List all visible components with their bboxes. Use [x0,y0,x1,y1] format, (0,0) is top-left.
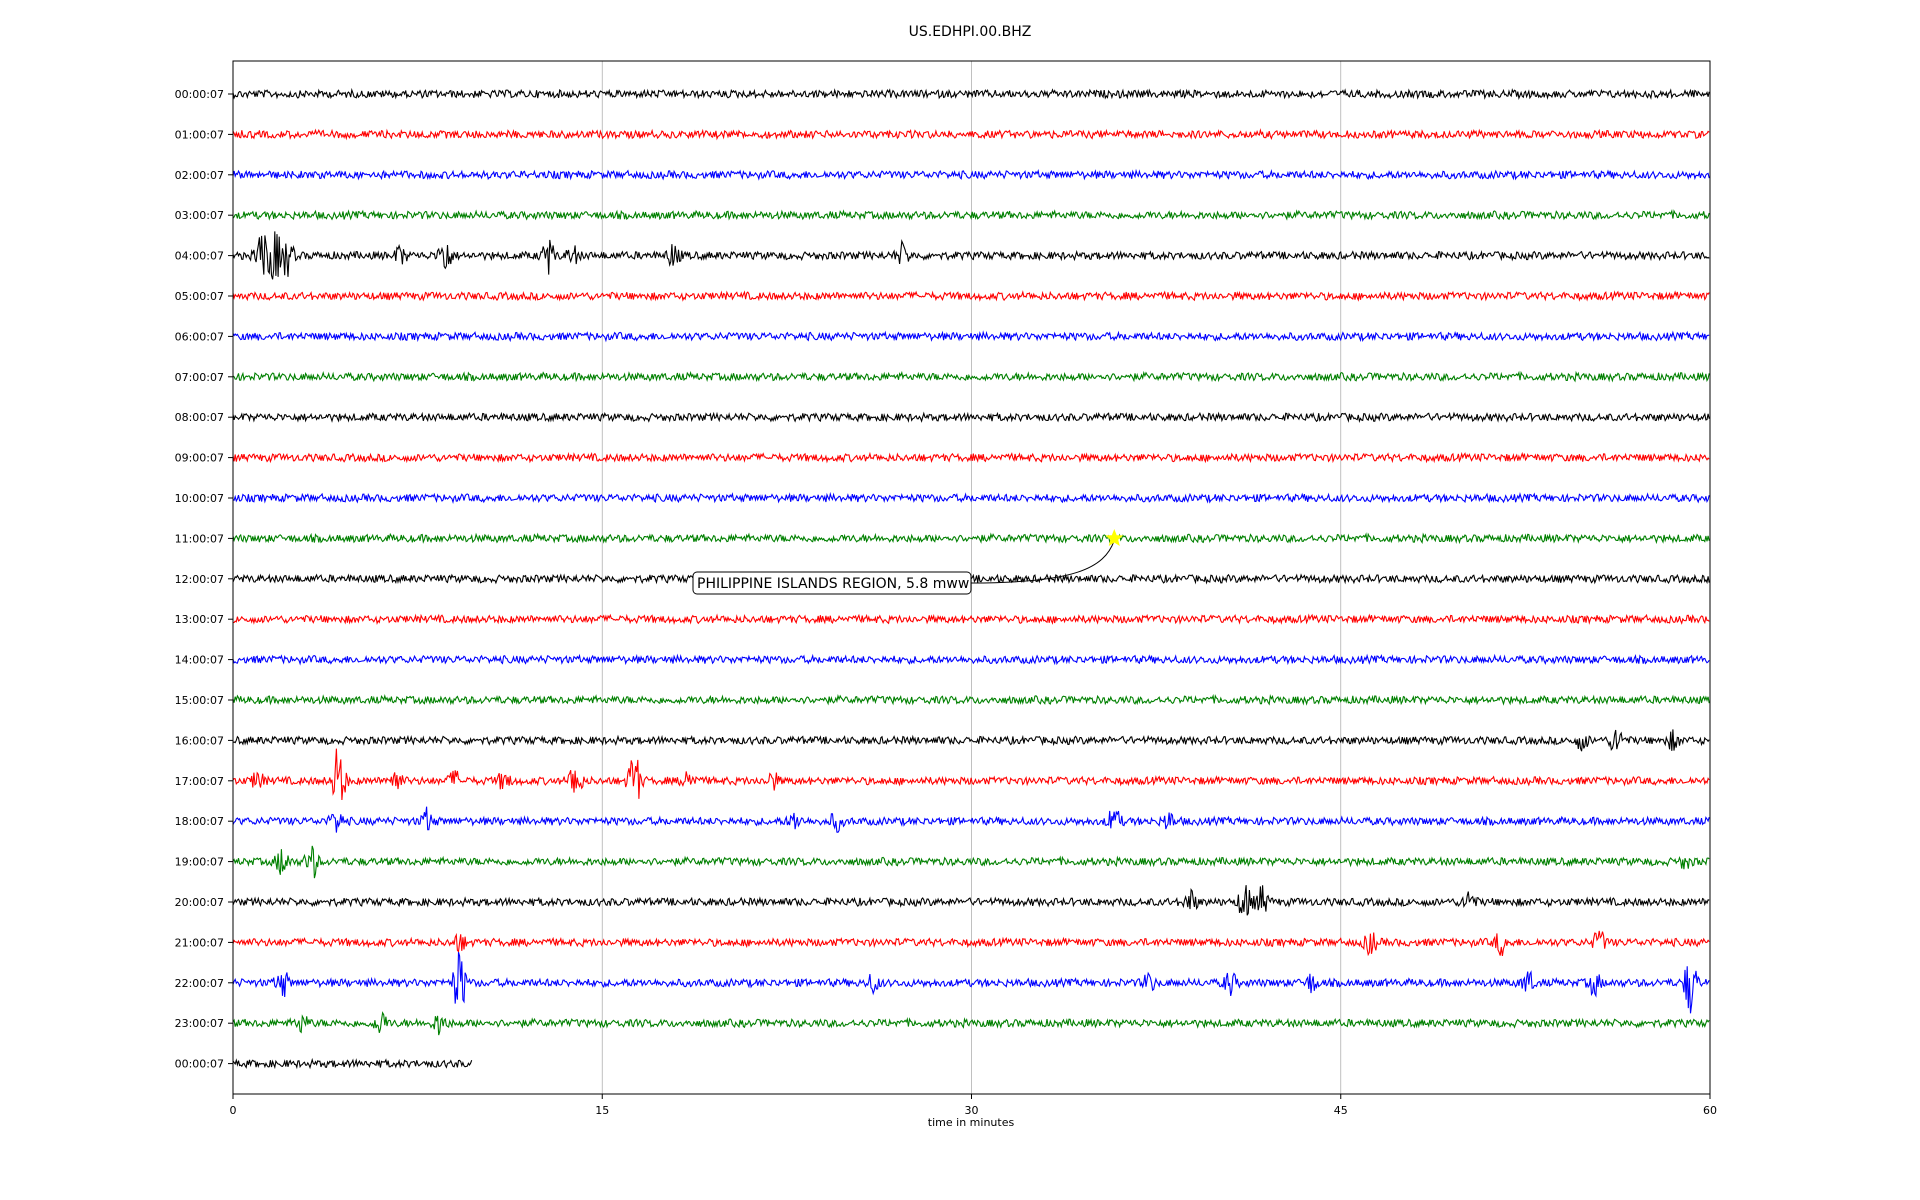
y-tick-label: 23:00:07 [175,1017,224,1030]
trace-row-8 [232,411,1710,424]
trace-row-10 [232,491,1710,505]
y-tick-label: 01:00:07 [175,128,224,141]
trace-row-14 [232,653,1710,666]
y-tick-label: 13:00:07 [175,613,224,626]
trace-row-22 [232,952,1710,1014]
trace-row-4 [232,231,1710,280]
trace-row-0 [232,87,1710,101]
y-tick-label: 21:00:07 [175,936,224,949]
y-tick-label: 15:00:07 [175,694,224,707]
trace-row-19 [232,845,1710,879]
y-tick-label: 17:00:07 [175,775,224,788]
event-star-icon [1105,529,1124,547]
y-tick-label: 03:00:07 [175,209,224,222]
trace-row-23 [232,1011,1710,1036]
x-tick-labels: 0 15 30 45 60 [230,1094,1717,1117]
annotation-connector [970,540,1115,584]
trace-row-18 [232,806,1710,833]
annotation-box [692,571,972,595]
trace-row-13 [232,613,1710,626]
annotation-label: PHILIPPINE ISLANDS REGION, 5.8 mww [697,576,969,592]
y-tick-label: 05:00:07 [175,290,224,303]
y-tick-label: 07:00:07 [175,371,224,384]
trace-row-16 [232,729,1710,752]
trace-row-15 [232,693,1710,706]
y-tick-label: 22:00:07 [175,977,224,990]
annotation-layer: PHILIPPINE ISLANDS REGION, 5.8 mww [692,529,1124,595]
trace-row-9 [232,451,1710,464]
y-tick-label: 00:00:07 [175,1058,224,1071]
y-tick-label: 11:00:07 [175,532,224,545]
x-tick-label: 60 [1703,1104,1717,1117]
x-tick-label: 30 [965,1104,979,1117]
y-tick-label: 06:00:07 [175,330,224,343]
chart-title: US.EDHPI.00.BHZ [909,24,1032,40]
y-tick-label: 16:00:07 [175,734,224,747]
trace-row-21 [232,930,1710,957]
trace-row-5 [232,290,1710,302]
traces-layer [232,87,1710,1070]
y-tick-label: 00:00:07 [175,88,224,101]
y-tick-label: 04:00:07 [175,250,224,263]
trace-row-2 [232,168,1710,181]
x-tick-label: 45 [1334,1104,1348,1117]
trace-row-1 [232,128,1710,141]
y-tick-label: 20:00:07 [175,896,224,909]
trace-row-20 [232,885,1710,916]
y-tick-labels: 00:00:07 01:00:07 02:00:07 03:00:07 04:00:07… [175,88,233,1071]
y-tick-label: 10:00:07 [175,492,224,505]
y-tick-label: 18:00:07 [175,815,224,828]
x-tick-label: 0 [230,1104,237,1117]
plot-frame [232,60,1711,1095]
y-tick-label: 02:00:07 [175,169,224,182]
y-tick-label: 12:00:07 [175,573,224,586]
trace-row-24 [232,1057,473,1070]
y-tick-label: 14:00:07 [175,654,224,667]
trace-row-7 [232,370,1710,383]
trace-row-6 [232,330,1710,343]
trace-row-3 [232,209,1710,221]
y-tick-label: 19:00:07 [175,856,224,869]
x-axis-label: time in minutes [928,1116,1015,1129]
y-tick-label: 08:00:07 [175,411,224,424]
x-tick-label: 15 [595,1104,609,1117]
trace-row-17 [232,748,1710,801]
y-tick-label: 09:00:07 [175,452,224,465]
trace-row-11 [232,532,1710,545]
